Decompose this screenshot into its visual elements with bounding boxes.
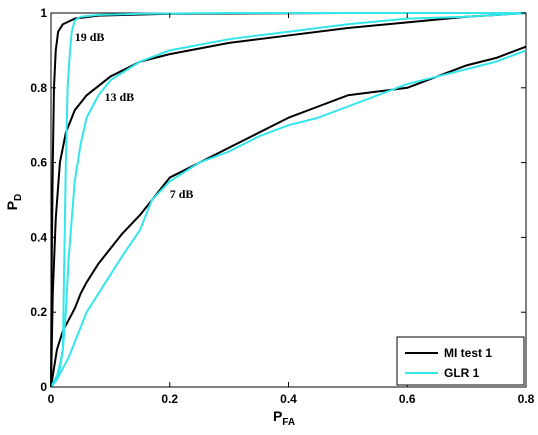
plot-frame (50, 12, 527, 388)
annotation-13-db: 13 dB (104, 90, 134, 104)
curve-mi-test-1-13-db (50, 12, 527, 388)
annotation-19-db: 19 dB (75, 30, 105, 44)
legend: MI test 1 GLR 1 (396, 336, 525, 386)
x-tick-label: 0.8 (518, 392, 535, 406)
curve-glr-1-7-db (50, 49, 527, 388)
annotation-7-db: 7 dB (170, 187, 194, 201)
annotations-group: 19 dB 13 dB 7 dB (75, 30, 194, 201)
ticks-group: 0 0.2 0.4 0.6 0.8 0 0.2 0.4 0.6 0.8 1 (30, 6, 534, 406)
y-tick-label: 0 (40, 380, 47, 394)
legend-label-mi-test-1: MI test 1 (444, 346, 492, 360)
x-tick-label: 0 (48, 392, 55, 406)
y-tick-label: 0.8 (30, 81, 47, 95)
curves-group (50, 12, 527, 388)
x-tick-label: 0.2 (161, 392, 178, 406)
legend-box (396, 336, 525, 386)
y-tick-label: 0.4 (30, 230, 47, 244)
x-tick-label: 0.4 (280, 392, 297, 406)
curve-glr-1-13-db (50, 12, 527, 388)
y-tick-label: 0.2 (30, 305, 47, 319)
x-tick-label: 0.6 (399, 392, 416, 406)
curve-mi-test-1-7-db (50, 45, 527, 388)
legend-label-glr-1: GLR 1 (444, 366, 480, 380)
x-axis-label: PFA (273, 408, 295, 428)
y-axis-label: PD (4, 194, 24, 211)
y-tick-label: 1 (40, 6, 47, 20)
y-tick-label: 0.6 (30, 156, 47, 170)
